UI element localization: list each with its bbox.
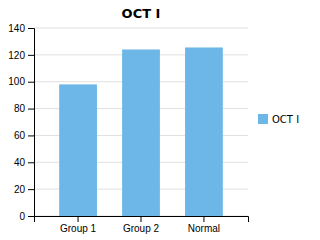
y-axis-line (28, 29, 35, 217)
y-tick-mark (28, 189, 34, 190)
y-tick-label: 140 (8, 23, 25, 34)
x-axis: Group 1 Group 2 Normal (35, 216, 249, 234)
y-tick-mark (28, 82, 34, 83)
y-tick: 100 (8, 76, 34, 87)
y-tick: 140 (8, 23, 34, 34)
y-tick-mark (28, 162, 34, 163)
y-tick-label: 60 (14, 130, 26, 141)
y-axis: 0 20 40 60 80 100 120 140 (8, 23, 34, 222)
y-tick-label: 120 (8, 50, 25, 61)
y-tick: 60 (14, 130, 34, 141)
x-tick-label: Group 1 (60, 223, 97, 234)
legend-swatch (258, 114, 268, 124)
legend-label: OCT I (272, 114, 299, 125)
bar (122, 49, 160, 216)
y-tick: 120 (8, 50, 34, 61)
y-tick-mark (28, 55, 34, 56)
y-tick-label: 20 (14, 184, 26, 195)
x-tick: Normal (188, 216, 220, 234)
legend-item: OCT I (258, 114, 299, 125)
y-tick-mark (28, 216, 34, 217)
title: OCT I (122, 6, 161, 21)
chart: 0 20 40 60 80 100 120 140 Group 1 Group 2 Normal OC… (0, 0, 320, 240)
y-tick: 80 (14, 103, 34, 114)
y-tick-label: 40 (14, 157, 26, 168)
x-tick-label: Normal (188, 223, 220, 234)
y-tick: 20 (14, 184, 34, 195)
grid (34, 28, 248, 216)
x-tick-mark (203, 216, 204, 222)
y-tick: 0 (19, 211, 34, 222)
grid-line (34, 28, 248, 29)
bar (59, 84, 97, 216)
x-tick-mark (78, 216, 79, 222)
x-tick: Group 2 (123, 216, 160, 234)
y-tick: 40 (14, 157, 34, 168)
y-tick-label: 0 (19, 211, 25, 222)
legend: OCT I (258, 114, 299, 125)
bar (185, 47, 223, 216)
y-tick-mark (28, 109, 34, 110)
bars (59, 47, 223, 216)
y-tick-label: 100 (8, 76, 25, 87)
x-axis-line (35, 217, 249, 223)
y-tick-mark (28, 28, 34, 29)
x-tick-label: Group 2 (123, 223, 160, 234)
x-tick: Group 1 (60, 216, 97, 234)
y-tick-label: 80 (14, 103, 26, 114)
y-tick-mark (28, 135, 34, 136)
plot: 0 20 40 60 80 100 120 140 Group 1 Group 2 Normal (8, 23, 248, 234)
x-tick-mark (141, 216, 142, 222)
